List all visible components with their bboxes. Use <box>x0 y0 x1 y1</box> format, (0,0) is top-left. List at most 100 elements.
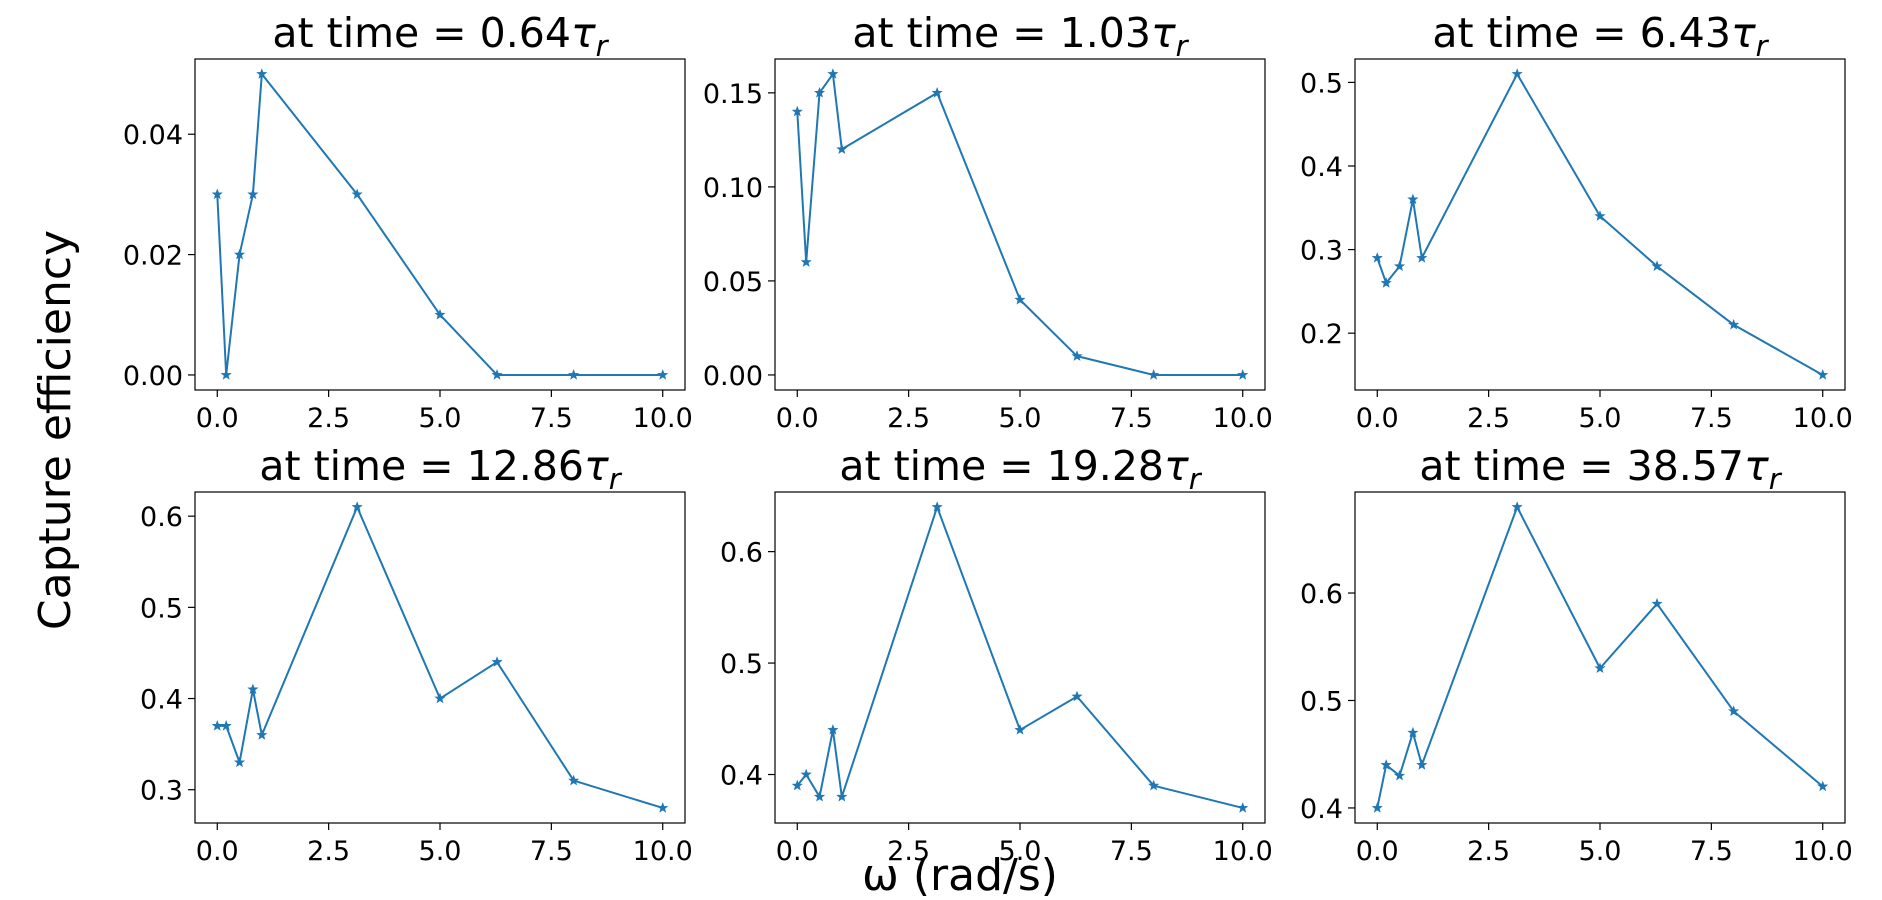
data-point <box>1817 369 1829 380</box>
x-tick-label: 2.5 <box>1467 403 1510 434</box>
x-tick-label: 7.5 <box>1110 836 1153 867</box>
panel-title: at time = 6.43τr <box>1432 9 1769 63</box>
data-point <box>1237 369 1249 380</box>
panel-1: at time = 0.64τr 0.0 2.5 5.0 7.5 10.0 0.00 0.02… <box>123 9 693 434</box>
series-line <box>1376 73 1824 376</box>
series-line <box>796 506 1243 809</box>
y-tick-label: 0.4 <box>1300 152 1343 183</box>
x-tick-label: 10.0 <box>1213 836 1273 867</box>
series-line <box>216 73 663 376</box>
series-line <box>796 73 1243 376</box>
x-tick-label: 5.0 <box>1579 836 1622 867</box>
x-tick-label: 2.5 <box>307 403 350 434</box>
y-tick-label: 0.3 <box>1300 236 1343 267</box>
y-tick-label: 0.6 <box>140 502 183 533</box>
data-point <box>791 779 803 791</box>
y-tick-label: 0.00 <box>123 361 183 392</box>
data-point <box>657 369 669 380</box>
data-point <box>1728 705 1740 716</box>
data-point <box>836 143 848 155</box>
x-tick-label: 7.5 <box>1110 403 1153 434</box>
data-point <box>247 188 259 200</box>
x-tick-label: 0.0 <box>776 836 819 867</box>
data-point <box>1380 277 1392 288</box>
data-point <box>1817 780 1829 792</box>
x-tick-label: 2.5 <box>1467 836 1510 867</box>
x-tick-label: 7.5 <box>1690 403 1733 434</box>
y-tick-label: 0.15 <box>703 79 763 110</box>
data-point <box>1380 759 1392 770</box>
data-point <box>931 86 943 98</box>
axes-frame <box>1354 58 1846 391</box>
panel-6: at time = 38.57τr 0.0 2.5 5.0 7.5 10.0 0.4 0.5 0… <box>1300 442 1853 867</box>
data-point <box>491 369 503 380</box>
panel-3: at time = 6.43τr 0.0 2.5 5.0 7.5 10.0 0.2 0.3 0.… <box>1300 9 1853 434</box>
x-tick-label: 5.0 <box>999 403 1042 434</box>
data-point <box>1407 193 1419 205</box>
data-point <box>1416 759 1428 770</box>
data-point <box>1594 210 1606 221</box>
figure-ylabel: Capture efficiency <box>30 230 81 630</box>
data-point <box>1237 802 1249 813</box>
data-point <box>800 256 812 267</box>
data-point <box>1071 690 1083 702</box>
data-point <box>657 802 669 813</box>
axes-frame <box>774 491 1266 824</box>
data-point <box>1014 724 1026 735</box>
data-point <box>220 369 232 380</box>
data-point <box>1416 252 1428 263</box>
data-point <box>233 248 246 260</box>
data-point <box>256 68 268 79</box>
y-tick-label: 0.02 <box>123 241 183 272</box>
data-point <box>211 188 223 200</box>
data-point <box>813 790 826 802</box>
data-point <box>800 768 812 780</box>
axes-frame <box>194 58 686 391</box>
y-tick-label: 0.05 <box>703 267 763 298</box>
axes-frame <box>774 58 1266 391</box>
y-tick-label: 0.3 <box>140 776 183 807</box>
data-point <box>1148 369 1160 380</box>
data-point <box>1148 779 1160 791</box>
y-tick-label: 0.00 <box>703 361 763 392</box>
y-tick-label: 0.2 <box>1300 319 1343 350</box>
data-point <box>220 720 232 731</box>
x-tick-label: 10.0 <box>1793 836 1853 867</box>
x-tick-label: 10.0 <box>1793 403 1853 434</box>
y-tick-label: 0.6 <box>1300 579 1343 610</box>
x-tick-label: 2.5 <box>887 836 930 867</box>
y-tick-label: 0.6 <box>720 538 763 569</box>
panel-2: at time = 1.03τr 0.0 2.5 5.0 7.5 10.0 0.00 0.05… <box>703 9 1273 434</box>
panel-title: at time = 0.64τr <box>272 9 609 63</box>
x-tick-label: 5.0 <box>999 836 1042 867</box>
series-line <box>1376 506 1824 809</box>
x-tick-label: 7.5 <box>530 403 573 434</box>
y-tick-label: 0.10 <box>703 173 763 204</box>
data-point <box>813 86 826 98</box>
x-tick-label: 7.5 <box>1690 836 1733 867</box>
x-tick-label: 10.0 <box>633 836 693 867</box>
data-point <box>1393 769 1406 781</box>
series-line <box>217 506 664 809</box>
data-point <box>836 790 848 802</box>
data-point <box>827 68 839 79</box>
y-tick-label: 0.4 <box>1300 794 1343 825</box>
data-point <box>1371 252 1383 263</box>
x-tick-label: 0.0 <box>1356 836 1399 867</box>
data-point <box>491 656 503 667</box>
data-point <box>1651 597 1663 609</box>
x-tick-label: 0.0 <box>196 403 239 434</box>
data-point <box>211 720 223 731</box>
data-point <box>1594 662 1606 673</box>
y-tick-label: 0.5 <box>720 649 763 680</box>
data-point <box>434 308 446 320</box>
axes-frame <box>194 491 686 824</box>
x-tick-label: 5.0 <box>1579 403 1622 434</box>
data-point <box>827 724 839 735</box>
axes-frame <box>1354 491 1846 824</box>
data-point <box>1511 501 1523 512</box>
figure-xlabel: ω (rad/s) <box>862 850 1058 900</box>
data-point <box>247 683 259 695</box>
